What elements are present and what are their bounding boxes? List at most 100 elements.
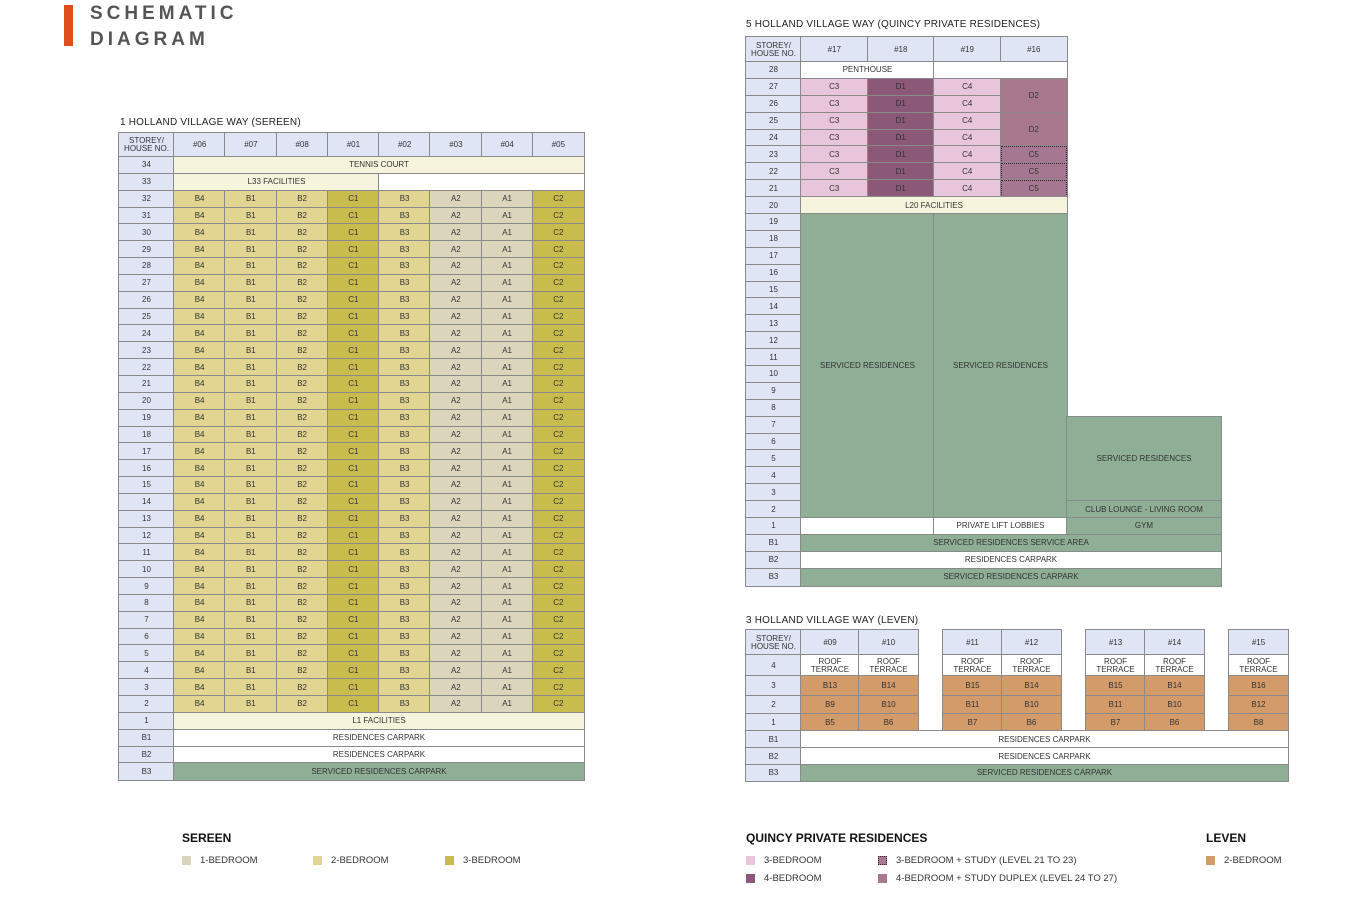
unit-cell: C2 bbox=[532, 695, 585, 714]
unit-cell: C2 bbox=[532, 207, 585, 225]
unit-cell: A1 bbox=[480, 611, 534, 630]
roof-terrace-cell: ROOF TERRACE bbox=[800, 654, 860, 677]
unit-cell: C1 bbox=[327, 442, 380, 461]
unit-cell: C4 bbox=[933, 78, 1001, 97]
unit-cell: A1 bbox=[480, 257, 534, 276]
unit-cell: B4 bbox=[173, 695, 226, 714]
unit-cell: B3 bbox=[378, 678, 431, 697]
unit-cell: B1 bbox=[224, 257, 278, 276]
unit-cell: C2 bbox=[532, 375, 585, 394]
unit-cell: B11 bbox=[942, 695, 1003, 715]
unit-cell: B2 bbox=[275, 341, 329, 360]
floor-label: 3 bbox=[745, 483, 802, 502]
unit-cell: B2 bbox=[275, 527, 329, 545]
floor-label: 1 bbox=[118, 712, 175, 731]
unit-cell: C1 bbox=[327, 661, 380, 680]
unit-cell: B3 bbox=[378, 611, 431, 630]
facility-cell bbox=[378, 173, 585, 192]
unit-cell: C1 bbox=[327, 628, 380, 646]
legend-quincy-3bed-study: 3-BEDROOM + STUDY (LEVEL 21 TO 23) bbox=[878, 855, 1076, 866]
unit-cell: B2 bbox=[275, 628, 329, 646]
legend-quincy-3bed: 3-BEDROOM bbox=[746, 855, 822, 866]
unit-cell: A1 bbox=[480, 695, 534, 714]
unit-cell: A1 bbox=[480, 644, 534, 663]
floor-label: B1 bbox=[118, 729, 175, 748]
corner-header: STOREY/ HOUSE NO. bbox=[745, 629, 802, 656]
unit-cell: C2 bbox=[532, 274, 585, 293]
unit-cell: C1 bbox=[327, 409, 380, 427]
unit-cell: B3 bbox=[378, 207, 431, 225]
unit-cell: C2 bbox=[532, 190, 585, 209]
floor-label: 10 bbox=[745, 365, 802, 384]
unit-cell: B1 bbox=[224, 493, 278, 512]
unit-cell: B2 bbox=[275, 324, 329, 343]
floor-label: 2 bbox=[745, 695, 802, 715]
floor-label: 20 bbox=[118, 392, 175, 411]
facility-cell: RESIDENCES CARPARK bbox=[173, 746, 585, 764]
unit-cell: B7 bbox=[1085, 713, 1146, 732]
floor-label: B2 bbox=[745, 551, 802, 570]
legend-leven-2bed: 2-BEDROOM bbox=[1206, 855, 1282, 866]
unit-cell: C1 bbox=[327, 392, 380, 411]
unit-cell: A1 bbox=[480, 291, 534, 310]
floor-label: 7 bbox=[745, 416, 802, 435]
unit-cell: A1 bbox=[480, 341, 534, 360]
duplex-unit-cell: D2 bbox=[1000, 112, 1068, 147]
unit-cell: C3 bbox=[800, 145, 868, 164]
floor-label: 13 bbox=[118, 510, 175, 529]
unit-cell: B3 bbox=[378, 560, 431, 579]
unit-cell: C2 bbox=[532, 324, 585, 343]
floor-label: 34 bbox=[118, 156, 175, 175]
unit-cell: B2 bbox=[275, 611, 329, 630]
floor-label: 33 bbox=[118, 173, 175, 192]
unit-cell: B1 bbox=[224, 577, 278, 596]
unit-cell: A1 bbox=[480, 493, 534, 512]
unit-cell: B4 bbox=[173, 392, 226, 411]
unit-cell: B4 bbox=[173, 341, 226, 360]
unit-cell: B2 bbox=[275, 274, 329, 293]
unit-cell: B3 bbox=[378, 358, 431, 377]
unit-cell: A2 bbox=[429, 442, 483, 461]
unit-cell: B8 bbox=[1228, 713, 1289, 732]
floor-label: 14 bbox=[745, 297, 802, 316]
unit-cell: C1 bbox=[327, 190, 380, 209]
serviced-residences-block: SERVICED RESIDENCES bbox=[1066, 416, 1222, 502]
floor-label: 4 bbox=[745, 466, 802, 485]
column-header: #05 bbox=[532, 132, 585, 158]
gym-cell: GYM bbox=[1066, 517, 1222, 536]
unit-cell: A2 bbox=[429, 560, 483, 579]
page-title-line2: DIAGRAM bbox=[90, 29, 209, 50]
unit-cell: A2 bbox=[429, 476, 483, 495]
unit-cell: A1 bbox=[480, 392, 534, 411]
floor-label: B3 bbox=[118, 762, 175, 781]
floor-label: 6 bbox=[745, 433, 802, 451]
unit-cell: B14 bbox=[1001, 675, 1062, 697]
unit-cell: A2 bbox=[429, 308, 483, 326]
unit-cell: A1 bbox=[480, 375, 534, 394]
unit-cell: B3 bbox=[378, 257, 431, 276]
floor-label: 14 bbox=[118, 493, 175, 512]
roof-terrace-cell: ROOF TERRACE bbox=[858, 654, 919, 677]
unit-cell: C3 bbox=[800, 179, 868, 198]
floor-label: 2 bbox=[118, 695, 175, 714]
unit-cell: B2 bbox=[275, 560, 329, 579]
legend-sereen-2bed: 2-BEDROOM bbox=[313, 855, 389, 866]
floor-label: 6 bbox=[118, 628, 175, 646]
unit-cell: C1 bbox=[327, 308, 380, 326]
column-header: #01 bbox=[327, 132, 380, 158]
unit-cell: B2 bbox=[275, 308, 329, 326]
unit-cell: C2 bbox=[532, 358, 585, 377]
unit-cell: B1 bbox=[224, 223, 278, 242]
swatch-2bed bbox=[313, 856, 322, 865]
title-accent-bar bbox=[64, 5, 73, 46]
sereen-caption: 1 HOLLAND VILLAGE WAY (SEREEN) bbox=[120, 117, 301, 128]
unit-cell: C1 bbox=[327, 207, 380, 225]
unit-cell: A2 bbox=[429, 510, 483, 529]
unit-cell: C2 bbox=[532, 476, 585, 495]
column-header: #07 bbox=[224, 132, 278, 158]
unit-cell: B13 bbox=[800, 675, 860, 697]
unit-cell: A2 bbox=[429, 223, 483, 242]
unit-cell: A2 bbox=[429, 190, 483, 209]
unit-cell: B4 bbox=[173, 223, 226, 242]
floor-label: 8 bbox=[118, 594, 175, 613]
